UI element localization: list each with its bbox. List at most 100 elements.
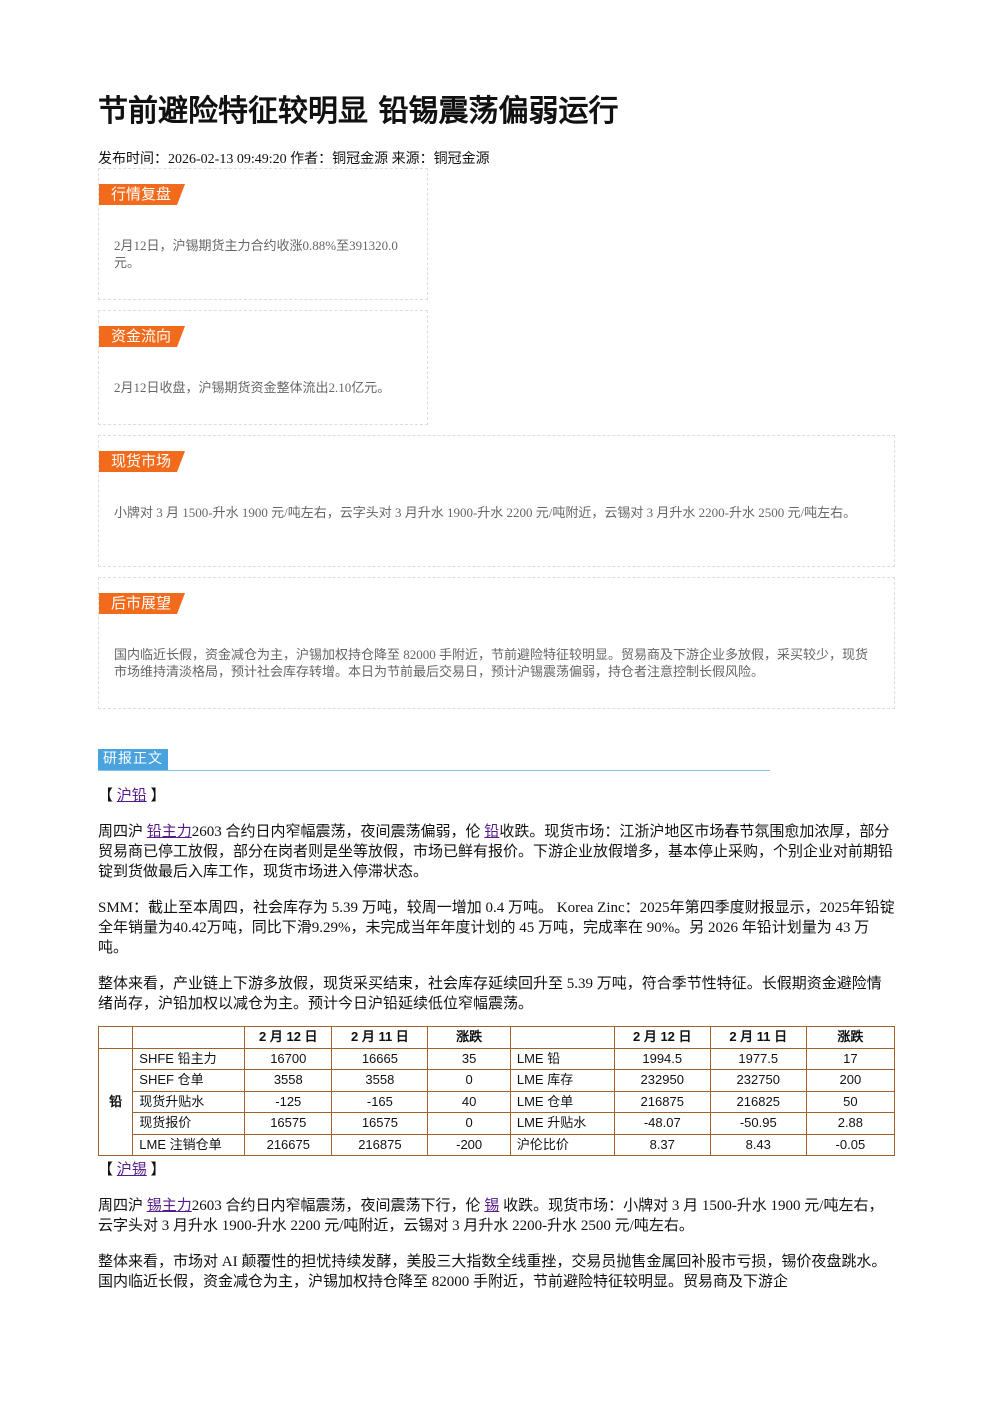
text-run: 整体来看，市场对 AI 颠覆性的担忧持续发酵，美股三大指数全线重挫，交易员抛售金… (98, 1254, 887, 1290)
table-cell: 现货升贴水 (132, 1090, 246, 1113)
text-run: 收跌。现货市场：江浙沪地区市场春节氛围愈加浓厚，部分贸易商已停工放假，部分在岗者… (98, 824, 894, 880)
table-cell: 232950 (613, 1069, 711, 1092)
table-cell: 200 (805, 1069, 896, 1092)
table-cell: LME 注销仓单 (132, 1133, 246, 1156)
table-row: 现货升贴水 -125 -165 40 LME 仓单 216875 216825 50 (99, 1090, 896, 1113)
table-cell: SHFE 铅主力 (132, 1047, 246, 1070)
text-run: 2603 合约日内窄幅震荡，夜间震荡下行，伦 (191, 1198, 485, 1214)
link[interactable]: 沪铅 (116, 788, 147, 804)
table-cell: 40 (427, 1090, 511, 1113)
text-run: 【 (98, 1162, 117, 1178)
table-cell: 16575 (331, 1112, 429, 1135)
table-cell: LME 升贴水 (509, 1112, 615, 1135)
text-run: 整体来看，产业链上下游多放假，现货采买结束，社会库存延续回升至 5.39 万吨，… (98, 976, 882, 1012)
section-heading: 【 沪锡 】 (98, 1160, 895, 1180)
box-text: 国内临近长假，资金减仓为主，沪锡加权持仓降至 82000 手附近，节前避险特征较… (114, 647, 869, 679)
text-run: 】 (146, 788, 166, 804)
text-run: 周四沪 (98, 1198, 147, 1214)
table-cell: 16665 (331, 1047, 429, 1070)
report-body: 【 沪铅 】周四沪 铅主力2603 合约日内窄幅震荡，夜间震荡偏弱，伦 铅收跌。… (97, 786, 896, 1308)
table-cell: 17 (805, 1047, 896, 1070)
metal-cell: 铅 (97, 1047, 134, 1156)
table-cell: LME 铅 (509, 1047, 615, 1070)
report-tag: 研报正文 (98, 749, 168, 770)
table-cell: 0 (427, 1112, 511, 1135)
table-cell: 16700 (244, 1047, 333, 1070)
link[interactable]: 铅主力 (146, 824, 192, 840)
title: 节前避险特征较明显 铅锡震荡偏弱运行 (98, 94, 619, 129)
table-cell: -200 (427, 1133, 511, 1156)
table-cell: 1977.5 (709, 1047, 807, 1070)
table-cell: -48.07 (613, 1112, 711, 1135)
header-cell: 涨跌 (805, 1026, 896, 1049)
meta: 发布时间：2026-02-13 09:49:20 作者：铜冠金源 来源：铜冠金源 (98, 152, 490, 167)
box-text: 2月12日收盘，沪锡期货资金整体流出2.10亿元。 (114, 380, 391, 395)
table-cell: 216825 (709, 1090, 807, 1113)
text-run: 【 (98, 788, 117, 804)
paragraph: 周四沪 铅主力2603 合约日内窄幅震荡，夜间震荡偏弱，伦 铅收跌。现货市场：江… (98, 822, 895, 882)
report-tag-bar: 研报正文 (98, 749, 770, 771)
link[interactable]: 锡主力 (146, 1198, 192, 1214)
table-cell: 35 (427, 1047, 511, 1070)
summary-box: 行情复盘 2月12日，沪锡期货主力合约收涨0.88%至391320.0元。 (98, 168, 428, 300)
header-cell (97, 1026, 134, 1049)
table-cell: 3558 (244, 1069, 333, 1092)
table-cell: 沪伦比价 (509, 1133, 615, 1156)
table-cell: 8.37 (613, 1133, 711, 1156)
table-cell: -165 (331, 1090, 429, 1113)
table-cell: -125 (244, 1090, 333, 1113)
table-cell: 216875 (331, 1133, 429, 1156)
text-run: 收跌。现货市场：小牌对 3 月 1500-升水 1900 元/吨左右，云字头对 … (98, 1198, 884, 1234)
table-row: SHEF 仓单 3558 3558 0 LME 库存 232950 232750 200 (99, 1069, 896, 1092)
table-cell: 现货报价 (132, 1112, 246, 1135)
box-tag: 现货市场 (99, 451, 185, 472)
box-text: 小牌对 3 月 1500-升水 1900 元/吨左右，云字头对 3 月升水 19… (114, 505, 857, 520)
table-cell: SHEF 仓单 (132, 1069, 246, 1092)
table-cell: 216875 (613, 1090, 711, 1113)
header-cell: 2 月 12 日 (613, 1026, 711, 1049)
summary-box: 资金流向 2月12日收盘，沪锡期货资金整体流出2.10亿元。 (98, 310, 428, 425)
table-cell: LME 仓单 (509, 1090, 615, 1113)
link[interactable]: 沪锡 (116, 1162, 147, 1178)
table-cell: 1994.5 (613, 1047, 711, 1070)
text-run: 2603 合约日内窄幅震荡，夜间震荡偏弱，伦 (191, 824, 485, 840)
box-text: 2月12日，沪锡期货主力合约收涨0.88%至391320.0元。 (114, 238, 398, 270)
link[interactable]: 铅 (484, 824, 500, 840)
header-cell: 2 月 11 日 (331, 1026, 429, 1049)
paragraph: SMM：截止至本周四，社会库存为 5.39 万吨，较周一增加 0.4 万吨。 K… (98, 898, 895, 958)
paragraph: 整体来看，市场对 AI 颠覆性的担忧持续发酵，美股三大指数全线重挫，交易员抛售金… (98, 1252, 895, 1292)
section-heading: 【 沪铅 】 (98, 786, 895, 806)
text-run: 周四沪 (98, 824, 147, 840)
box-tag: 资金流向 (99, 326, 185, 347)
table-cell: 2.88 (805, 1112, 896, 1135)
paragraph: 周四沪 锡主力2603 合约日内窄幅震荡，夜间震荡下行，伦 锡 收跌。现货市场：… (98, 1196, 895, 1236)
summary-box: 现货市场小牌对 3 月 1500-升水 1900 元/吨左右，云字头对 3 月升… (98, 435, 895, 567)
table-cell: 216675 (244, 1133, 333, 1156)
table-row: 铅 SHFE 铅主力 16700 16665 35 LME 铅 1994.5 1977.5 17 (97, 1047, 896, 1156)
table-row: LME 注销仓单 216675 216875 -200 沪伦比价 8.37 8.43 -0.0… (99, 1133, 896, 1156)
table-cell: LME 库存 (509, 1069, 615, 1092)
text-run: 】 (146, 1162, 166, 1178)
header-cell: 2 月 11 日 (709, 1026, 807, 1049)
header-cell (132, 1026, 246, 1049)
table-cell: 3558 (331, 1069, 429, 1092)
summary-box: 后市展望国内临近长假，资金减仓为主，沪锡加权持仓降至 82000 手附近，节前避… (98, 577, 895, 709)
table-cell: -0.05 (805, 1133, 896, 1156)
box-tag: 行情复盘 (99, 184, 185, 205)
text-run: SMM：截止至本周四，社会库存为 5.39 万吨，较周一增加 0.4 万吨。 K… (98, 900, 895, 956)
header-cell: 涨跌 (427, 1026, 511, 1049)
table-cell: 232750 (709, 1069, 807, 1092)
table-cell: -50.95 (709, 1112, 807, 1135)
table-cell: 8.43 (709, 1133, 807, 1156)
header-cell (509, 1026, 615, 1049)
paragraph: 整体来看，产业链上下游多放假，现货采买结束，社会库存延续回升至 5.39 万吨，… (98, 974, 895, 1014)
box-tag: 后市展望 (99, 593, 185, 614)
table-row: 现货报价 16575 16575 0 LME 升贴水 -48.07 -50.95 2.88 (99, 1112, 896, 1135)
table-cell: 50 (805, 1090, 896, 1113)
table-cell: 16575 (244, 1112, 333, 1135)
link[interactable]: 锡 (484, 1198, 500, 1214)
header-cell: 2 月 12 日 (244, 1026, 333, 1049)
